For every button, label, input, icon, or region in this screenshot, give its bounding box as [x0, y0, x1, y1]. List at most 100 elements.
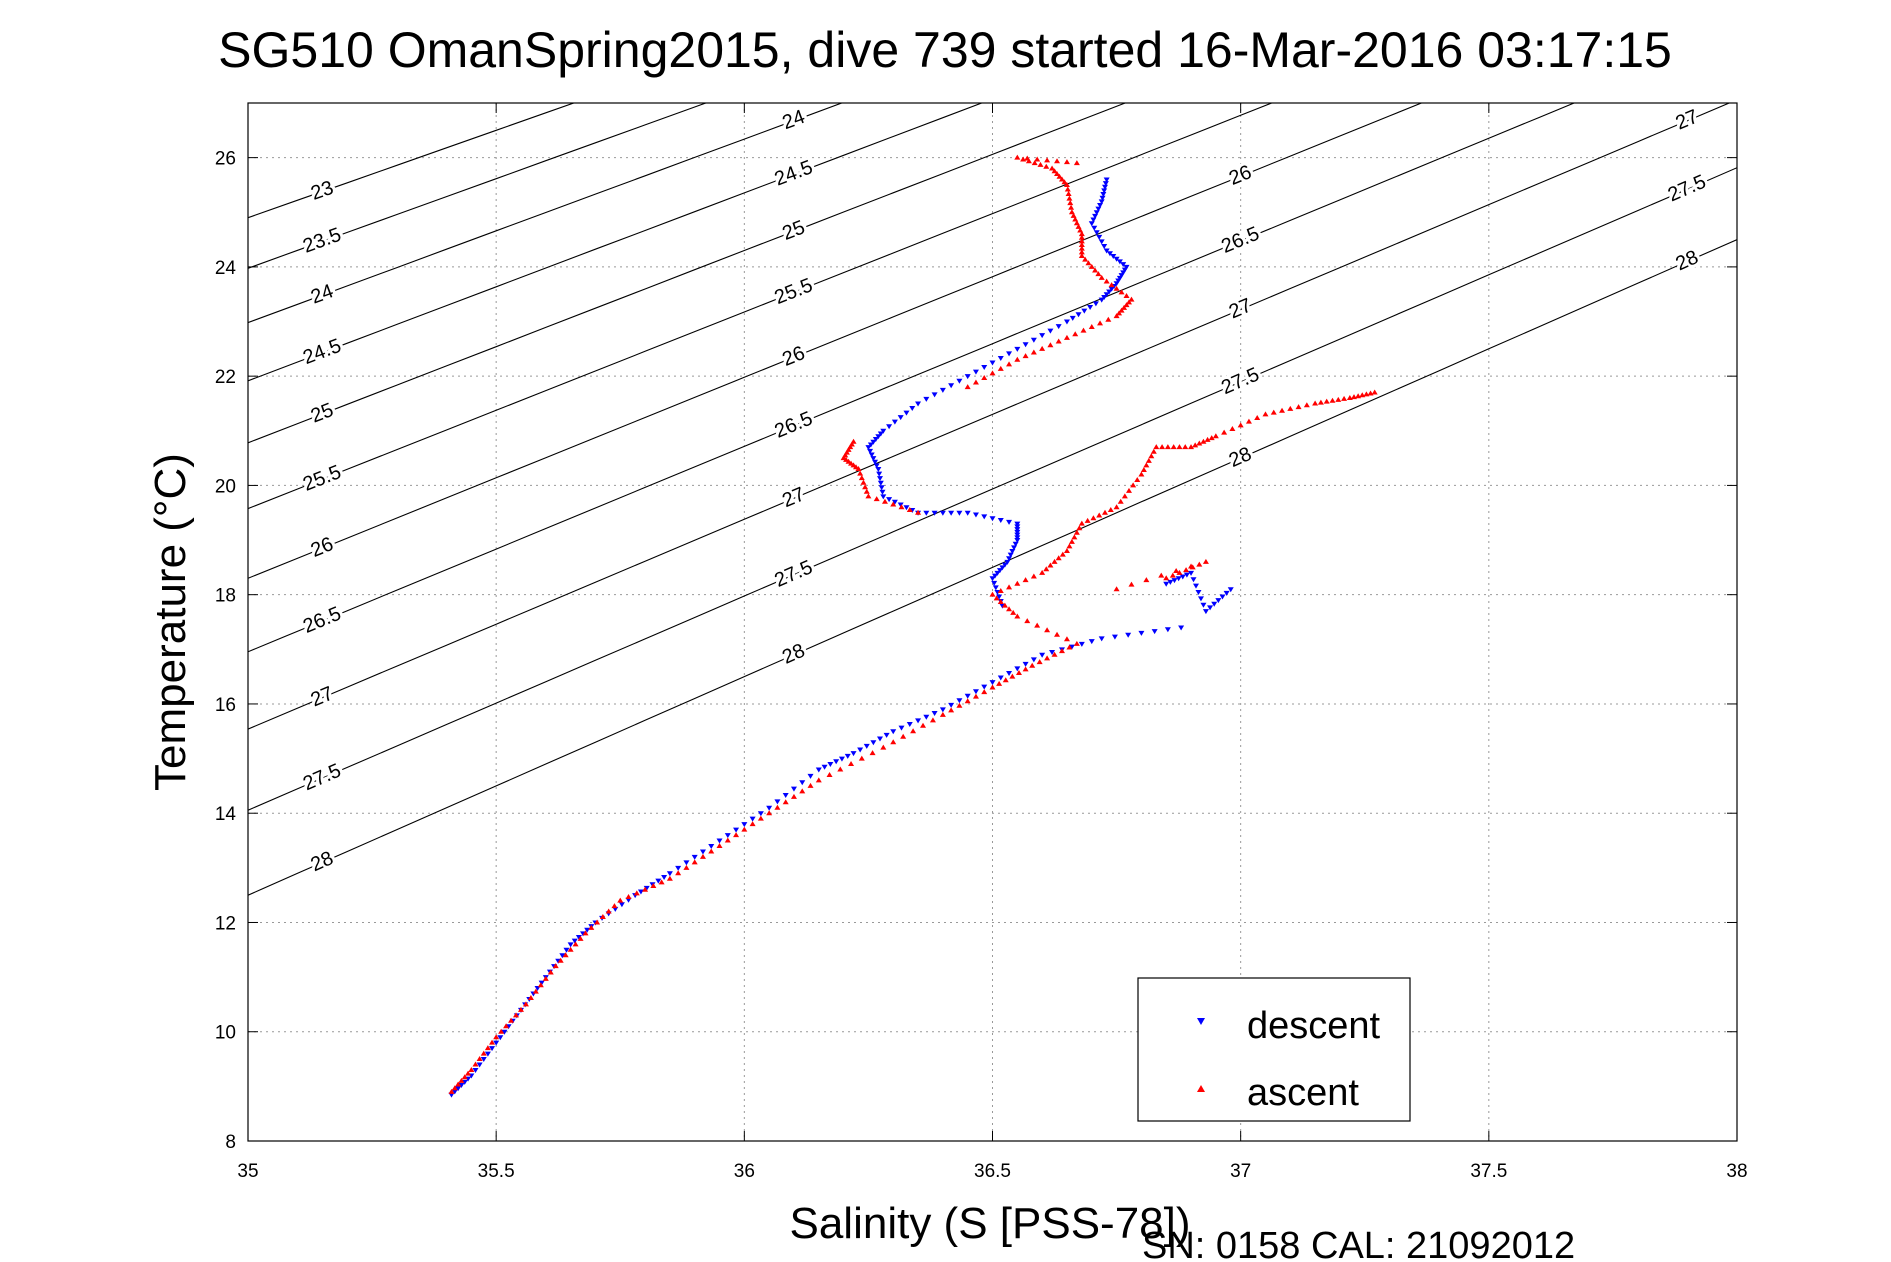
descent-point: [956, 378, 963, 384]
ascent-point: [642, 886, 649, 892]
ascent-point: [1113, 285, 1120, 291]
legend-descent-marker: [1197, 1018, 1205, 1025]
descent-point: [872, 436, 879, 442]
descent-point: [559, 953, 566, 959]
ascent-point: [1096, 512, 1103, 518]
ascent-point: [522, 1001, 529, 1007]
descent-point: [838, 756, 845, 762]
descent-point: [1014, 524, 1021, 530]
descent-point: [898, 725, 905, 731]
ascent-point: [1036, 659, 1043, 665]
ascent-point: [1082, 256, 1089, 262]
ascent-point: [1043, 163, 1050, 169]
y-tick-label: 8: [225, 1132, 236, 1153]
ascent-point: [898, 504, 905, 510]
ascent-point: [915, 509, 922, 515]
ascent-point: [1066, 195, 1073, 201]
descent-point: [956, 510, 963, 516]
ascent-point: [1148, 453, 1155, 459]
descent-point: [997, 518, 1004, 524]
descent-point: [1014, 527, 1021, 533]
ascent-point: [567, 946, 574, 952]
descent-point: [1164, 627, 1171, 633]
ascent-point: [1173, 568, 1180, 574]
descent-point: [897, 502, 904, 508]
ascent-point: [1164, 444, 1171, 450]
descent-point: [1120, 262, 1127, 268]
ascent-point: [1103, 278, 1110, 284]
ascent-point: [939, 711, 946, 717]
ascent-point: [1014, 613, 1021, 619]
descent-point: [1093, 210, 1100, 216]
descent-point: [1004, 559, 1011, 565]
descent-point: [999, 565, 1006, 571]
ascent-point: [757, 815, 764, 821]
descent-point: [1039, 652, 1046, 658]
descent-point: [906, 721, 913, 727]
ascent-point: [1088, 263, 1095, 269]
descent-point: [1151, 629, 1158, 635]
descent-point: [1223, 590, 1230, 596]
descent-point: [1063, 319, 1070, 325]
ascent-point: [993, 595, 1000, 601]
descent-point: [1102, 181, 1109, 187]
descent-point: [567, 942, 574, 948]
ascent-point: [1204, 436, 1211, 442]
ascent-point: [1121, 304, 1128, 310]
descent-point: [923, 396, 930, 402]
descent-point: [875, 434, 882, 440]
x-axis-ticks: 35 35.5 36 36.5 37 37.5 38: [237, 103, 1748, 1182]
descent-point: [458, 1083, 465, 1089]
ascent-point: [1001, 602, 1008, 608]
descent-point: [497, 1035, 504, 1041]
ascent-point: [972, 379, 979, 385]
ascent-point: [1323, 398, 1330, 404]
descent-point: [915, 718, 922, 724]
descent-point: [1227, 587, 1234, 593]
ascent-point: [1029, 662, 1036, 668]
ascent-point: [1153, 444, 1160, 450]
ascent-point: [840, 455, 847, 461]
descent-point: [584, 927, 591, 933]
density-contour-line: [248, 167, 1737, 811]
ascent-point: [724, 837, 731, 843]
ascent-point: [1145, 457, 1152, 463]
ascent-point: [1134, 476, 1141, 482]
ascent-point: [472, 1061, 479, 1067]
ascent-point: [1071, 534, 1078, 540]
ascent-point: [1176, 444, 1183, 450]
descent-point: [1047, 328, 1054, 334]
ascent-point: [1317, 399, 1324, 405]
descent-point: [1014, 532, 1021, 538]
descent-point: [1098, 239, 1105, 245]
ascent-point: [1078, 238, 1085, 244]
descent-point: [472, 1067, 479, 1073]
ascent-point: [1182, 444, 1189, 450]
descent-point: [1012, 541, 1019, 547]
ascent-point: [1092, 267, 1099, 273]
ascent-point: [1063, 159, 1070, 165]
ascent-point: [1169, 572, 1176, 578]
descent-point: [563, 947, 570, 953]
y-tick-label: 26: [215, 149, 236, 170]
descent-point: [1014, 529, 1021, 535]
ascent-point: [1287, 405, 1294, 411]
descent-point: [1111, 634, 1118, 640]
ascent-point: [1200, 438, 1207, 444]
descent-point: [489, 1046, 496, 1052]
descent-point: [666, 871, 673, 877]
ascent-point: [1183, 567, 1190, 573]
descent-point: [661, 874, 668, 880]
descent-point: [1030, 657, 1037, 663]
descent-point: [1125, 632, 1132, 638]
ascent-point: [1073, 529, 1080, 535]
y-tick-label: 10: [215, 1023, 236, 1044]
ascent-point: [1202, 558, 1209, 564]
descent-point: [867, 448, 874, 454]
descent-point: [1022, 661, 1029, 667]
ascent-point: [1034, 622, 1041, 628]
ascent-point: [1051, 558, 1058, 564]
ascent-point: [906, 507, 913, 513]
ascent-point: [517, 1006, 524, 1012]
ascent-point: [458, 1077, 465, 1083]
